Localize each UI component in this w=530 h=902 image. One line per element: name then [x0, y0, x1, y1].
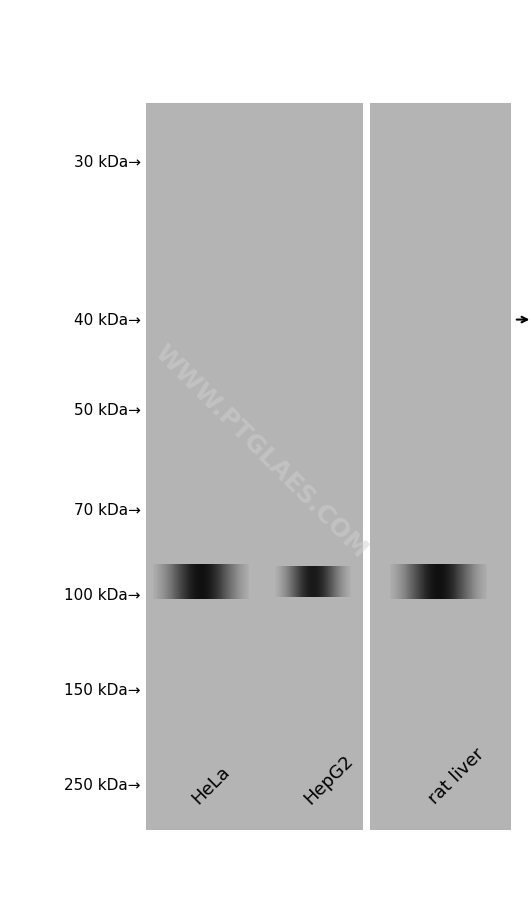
Text: 50 kDa→: 50 kDa→	[74, 403, 141, 418]
Text: HepG2: HepG2	[301, 751, 357, 807]
Text: 40 kDa→: 40 kDa→	[74, 313, 141, 327]
Text: HeLa: HeLa	[188, 762, 233, 807]
Text: rat liver: rat liver	[426, 744, 489, 807]
Text: 250 kDa→: 250 kDa→	[64, 778, 141, 792]
FancyBboxPatch shape	[146, 104, 363, 830]
FancyBboxPatch shape	[370, 104, 511, 830]
Text: WWW.PTGLAES.COM: WWW.PTGLAES.COM	[150, 340, 372, 562]
Text: 100 kDa→: 100 kDa→	[64, 588, 141, 603]
Text: 70 kDa→: 70 kDa→	[74, 502, 141, 517]
Text: 30 kDa→: 30 kDa→	[74, 155, 141, 170]
Text: 150 kDa→: 150 kDa→	[64, 683, 141, 697]
